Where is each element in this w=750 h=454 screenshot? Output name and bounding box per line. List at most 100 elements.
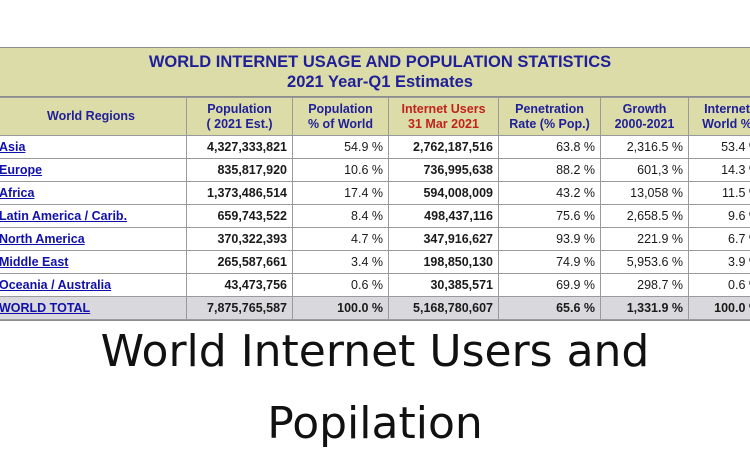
- column-header-2: Population% of World: [293, 98, 389, 136]
- pop-pct-cell: 10.6 %: [293, 159, 389, 182]
- region-link[interactable]: Middle East: [0, 255, 68, 269]
- world-pct-cell: 6.7 %: [689, 228, 750, 251]
- region-cell: Middle East: [0, 251, 187, 274]
- users-cell: 30,385,571: [389, 274, 499, 297]
- growth-cell: 221.9 %: [601, 228, 689, 251]
- penetration-cell: 74.9 %: [499, 251, 601, 274]
- column-header-line1: Population: [308, 102, 373, 116]
- column-header-line1: Internet: [704, 102, 750, 116]
- column-header-0: World Regions: [0, 98, 187, 136]
- region-link[interactable]: Africa: [0, 186, 34, 200]
- penetration-cell: 69.9 %: [499, 274, 601, 297]
- users-cell: 5,168,780,607: [389, 297, 499, 320]
- region-link[interactable]: WORLD TOTAL: [0, 301, 90, 315]
- column-header-line2: 31 Mar 2021: [408, 117, 479, 131]
- growth-cell: 5,953.6 %: [601, 251, 689, 274]
- column-header-line2: World %: [702, 117, 750, 131]
- population-cell: 835,817,920: [187, 159, 293, 182]
- statistics-table: WORLD INTERNET USAGE AND POPULATION STAT…: [0, 47, 750, 321]
- region-link[interactable]: Asia: [0, 140, 25, 154]
- penetration-cell: 43.2 %: [499, 182, 601, 205]
- region-cell: Oceania / Australia: [0, 274, 187, 297]
- users-cell: 198,850,130: [389, 251, 499, 274]
- column-header-1: Population( 2021 Est.): [187, 98, 293, 136]
- penetration-cell: 88.2 %: [499, 159, 601, 182]
- column-header-line1: Growth: [623, 102, 667, 116]
- column-header-line1: Internet Users: [401, 102, 485, 116]
- population-cell: 4,327,333,821: [187, 136, 293, 159]
- caption-line1: World Internet Users and: [0, 322, 750, 382]
- world-pct-cell: 53.4 %: [689, 136, 750, 159]
- pop-pct-cell: 100.0 %: [293, 297, 389, 320]
- pop-pct-cell: 17.4 %: [293, 182, 389, 205]
- column-header-line2: ( 2021 Est.): [206, 117, 272, 131]
- users-cell: 736,995,638: [389, 159, 499, 182]
- growth-cell: 601,3 %: [601, 159, 689, 182]
- column-header-line1: World Regions: [47, 109, 135, 123]
- pop-pct-cell: 8.4 %: [293, 205, 389, 228]
- region-link[interactable]: North America: [0, 232, 85, 246]
- region-cell: Asia: [0, 136, 187, 159]
- population-cell: 370,322,393: [187, 228, 293, 251]
- users-cell: 594,008,009: [389, 182, 499, 205]
- growth-cell: 13,058 %: [601, 182, 689, 205]
- region-cell: North America: [0, 228, 187, 251]
- users-cell: 498,437,116: [389, 205, 499, 228]
- region-cell: WORLD TOTAL: [0, 297, 187, 320]
- growth-cell: 2,658.5 %: [601, 205, 689, 228]
- population-cell: 659,743,522: [187, 205, 293, 228]
- column-header-line1: Population: [207, 102, 272, 116]
- population-cell: 265,587,661: [187, 251, 293, 274]
- region-link[interactable]: Europe: [0, 163, 42, 177]
- world-pct-cell: 3.9 %: [689, 251, 750, 274]
- region-cell: Africa: [0, 182, 187, 205]
- penetration-cell: 63.8 %: [499, 136, 601, 159]
- pop-pct-cell: 3.4 %: [293, 251, 389, 274]
- region-link[interactable]: Oceania / Australia: [0, 278, 111, 292]
- region-link[interactable]: Latin America / Carib.: [0, 209, 127, 223]
- world-pct-cell: 100.0 %: [689, 297, 750, 320]
- pop-pct-cell: 4.7 %: [293, 228, 389, 251]
- table-title-line1: WORLD INTERNET USAGE AND POPULATION STAT…: [0, 48, 750, 72]
- population-cell: 1,373,486,514: [187, 182, 293, 205]
- growth-cell: 2,316.5 %: [601, 136, 689, 159]
- growth-cell: 1,331.9 %: [601, 297, 689, 320]
- users-cell: 2,762,187,516: [389, 136, 499, 159]
- region-cell: Europe: [0, 159, 187, 182]
- population-cell: 43,473,756: [187, 274, 293, 297]
- penetration-cell: 75.6 %: [499, 205, 601, 228]
- world-pct-cell: 0.6 %: [689, 274, 750, 297]
- world-pct-cell: 11.5 %: [689, 182, 750, 205]
- pop-pct-cell: 0.6 %: [293, 274, 389, 297]
- users-cell: 347,916,627: [389, 228, 499, 251]
- column-header-line2: 2000-2021: [615, 117, 675, 131]
- table-title-line2: 2021 Year-Q1 Estimates: [0, 72, 750, 92]
- penetration-cell: 93.9 %: [499, 228, 601, 251]
- penetration-cell: 65.6 %: [499, 297, 601, 320]
- population-cell: 7,875,765,587: [187, 297, 293, 320]
- world-pct-cell: 9.6 %: [689, 205, 750, 228]
- region-cell: Latin America / Carib.: [0, 205, 187, 228]
- column-header-line2: Rate (% Pop.): [509, 117, 590, 131]
- column-header-line1: Penetration: [515, 102, 584, 116]
- caption-line2: Popilation: [0, 394, 750, 454]
- column-header-line2: % of World: [308, 117, 373, 131]
- table-title: WORLD INTERNET USAGE AND POPULATION STAT…: [0, 48, 750, 97]
- world-pct-cell: 14.3 %: [689, 159, 750, 182]
- pop-pct-cell: 54.9 %: [293, 136, 389, 159]
